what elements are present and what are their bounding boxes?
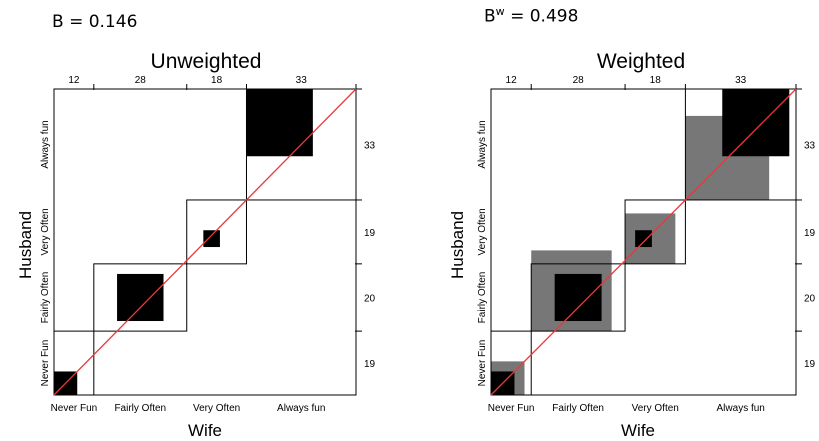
y-tick-label: Fairly Often	[40, 272, 51, 324]
plot-area: 12 19 Never Fun Never Fun 28 20 Fairly Often Fa…	[477, 75, 816, 414]
x-axis-label: Wife	[188, 421, 222, 440]
diagonal-line	[53, 88, 357, 396]
agreement-square	[246, 89, 313, 157]
marginal-rectangle	[624, 199, 686, 265]
y-tick-label: Never Fun	[40, 340, 51, 387]
y-tick-label: Always fun	[40, 120, 51, 168]
agreement-square	[635, 230, 652, 248]
y-tick-label: Very Often	[40, 208, 51, 255]
y-axis-label: Husband	[448, 211, 467, 279]
diagonal-line	[490, 88, 797, 396]
marginal-rectangle	[684, 88, 797, 201]
col-total-label: 18	[211, 75, 223, 86]
x-tick-label: Very Often	[193, 403, 240, 414]
marginal-rectangle	[245, 88, 357, 201]
row-total-label: 19	[364, 228, 376, 239]
col-total-label: 28	[573, 75, 585, 86]
agreement-chart-weighted: Weighted Wife Husband 12 19 Never Fun Never…	[448, 50, 816, 440]
marginal-rectangle	[93, 263, 188, 332]
marginal-rectangle	[490, 330, 532, 396]
agreement-square	[203, 230, 220, 248]
y-tick-label: Fairly Often	[477, 272, 488, 324]
row-total-label: 19	[804, 228, 816, 239]
y-axis-label: Husband	[16, 211, 35, 279]
agreement-chart-unweighted: Unweighted Wife Husband 12 19 Never Fun Nev…	[16, 50, 376, 440]
col-total-label: 33	[296, 75, 308, 86]
row-total-label: 33	[804, 140, 816, 151]
x-tick-label: Very Often	[632, 403, 679, 414]
x-tick-label: Never Fun	[51, 403, 98, 414]
x-tick-label: Never Fun	[488, 403, 535, 414]
plot-area: 12 19 Never Fun Never Fun 28 20 Fairly Often Fa…	[40, 75, 376, 414]
col-total-label: 18	[650, 75, 662, 86]
x-tick-label: Always fun	[717, 403, 765, 414]
row-total-label: 19	[804, 359, 816, 370]
x-axis-label: Wife	[621, 421, 655, 440]
statistic-unweighted: B = 0.146	[52, 12, 138, 32]
agreement-square	[554, 273, 602, 322]
x-tick-label: Fairly Often	[114, 403, 166, 414]
agreement-square	[722, 89, 790, 157]
marginal-rectangle	[530, 263, 626, 332]
chart-title: Weighted	[597, 50, 685, 73]
col-total-label: 33	[735, 75, 747, 86]
row-total-label: 20	[804, 293, 816, 304]
y-tick-label: Always fun	[477, 120, 488, 168]
marginal-rectangle	[186, 199, 247, 265]
row-total-label: 20	[364, 293, 376, 304]
row-total-label: 33	[364, 140, 376, 151]
col-total-label: 12	[506, 75, 518, 86]
marginal-rectangle	[53, 330, 95, 396]
statistic-weighted: Bw = 0.498	[484, 5, 579, 27]
col-total-label: 28	[135, 75, 147, 86]
x-tick-label: Fairly Often	[552, 403, 604, 414]
row-total-label: 19	[364, 359, 376, 370]
y-tick-label: Very Often	[477, 208, 488, 255]
chart-title: Unweighted	[151, 50, 262, 73]
y-tick-label: Never Fun	[477, 340, 488, 387]
x-tick-label: Always fun	[277, 403, 325, 414]
plot-frame	[53, 88, 357, 396]
plot-frame	[490, 88, 797, 396]
agreement-square	[117, 273, 164, 322]
col-total-label: 12	[68, 75, 80, 86]
